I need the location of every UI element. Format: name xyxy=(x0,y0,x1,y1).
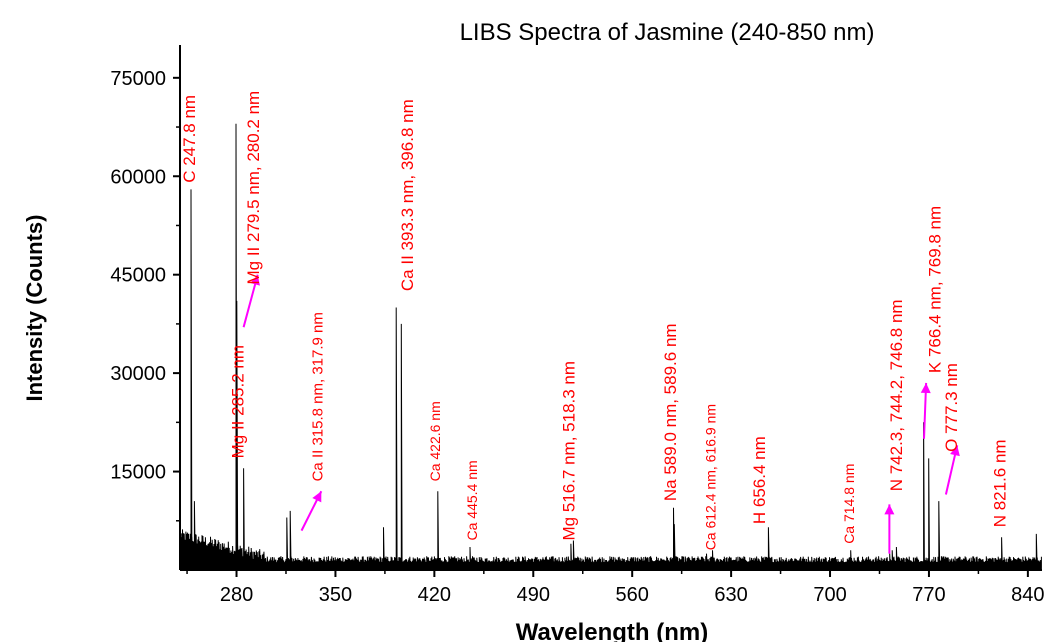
x-tick-label: 560 xyxy=(616,584,649,606)
peak-annotations: C 247.8 nm Mg II 279.5 nm, 280.2 nm Mg II … xyxy=(180,91,1009,551)
y-tick-label: 15000 xyxy=(110,462,166,484)
peak-annotation: Ca II 315.8 nm, 317.9 nm xyxy=(310,312,327,481)
peak-annotation: Mg 516.7 nm, 518.3 nm xyxy=(559,361,578,541)
peak-annotation: O 777.3 nm xyxy=(942,363,961,452)
arrows xyxy=(242,274,960,554)
x-tick-label: 700 xyxy=(813,584,846,606)
pointer-arrow-head xyxy=(312,491,322,503)
peak-annotation: N 742.3, 744.2, 746.8 nm xyxy=(887,299,906,491)
peak-annotation: Ca II 393.3 nm, 396.8 nm xyxy=(398,99,417,291)
peak-annotation: Mg II 279.5 nm, 280.2 nm xyxy=(244,91,263,285)
peak-annotation: K 766.4 nm, 769.8 nm xyxy=(925,206,944,373)
peak-annotation: C 247.8 nm xyxy=(180,95,199,183)
y-tick-label: 45000 xyxy=(110,265,166,287)
x-tick-label: 630 xyxy=(714,584,747,606)
x-ticks: 280 350 420 490 560 630 700 770 840 xyxy=(186,570,1045,606)
y-tick-label: 75000 xyxy=(110,68,166,90)
x-tick-label: 350 xyxy=(319,584,352,606)
pointer-arrow-head xyxy=(884,504,895,515)
x-tick-label: 490 xyxy=(517,584,550,606)
chart-title: LIBS Spectra of Jasmine (240-850 nm) xyxy=(460,19,875,46)
peak-annotation: Ca 714.8 nm xyxy=(841,464,857,544)
peak-annotation: N 821.6 nm xyxy=(990,439,1009,527)
x-tick-label: 280 xyxy=(220,584,253,606)
peak-annotation: Na 589.0 nm, 589.6 nm xyxy=(661,323,680,501)
x-tick-label: 840 xyxy=(1011,584,1044,606)
pointer-arrow-head xyxy=(250,274,260,286)
pointer-arrow-head xyxy=(950,445,960,457)
pointer-arrow-head xyxy=(920,382,931,394)
y-axis-label: Intensity (Counts) xyxy=(22,215,47,402)
axes xyxy=(179,45,1042,571)
peak-annotation: Mg II 285.2 nm xyxy=(229,345,248,458)
y-tick-label: 30000 xyxy=(110,363,166,385)
peak-annotation: Ca 612.4 nm, 616.9 nm xyxy=(703,404,719,550)
x-tick-label: 420 xyxy=(418,584,451,606)
peak-annotation: H 656.4 nm xyxy=(750,436,769,524)
x-axis-label: Wavelength (nm) xyxy=(516,619,708,642)
peak-annotation: Ca 445.4 nm xyxy=(464,460,480,540)
y-tick-label: 60000 xyxy=(110,166,166,188)
x-tick-label: 770 xyxy=(912,584,945,606)
spectrum-line xyxy=(179,123,1042,571)
peak-annotation: Ca 422.6 nm xyxy=(427,401,443,481)
y-ticks: 15000 30000 45000 60000 75000 xyxy=(110,68,180,522)
